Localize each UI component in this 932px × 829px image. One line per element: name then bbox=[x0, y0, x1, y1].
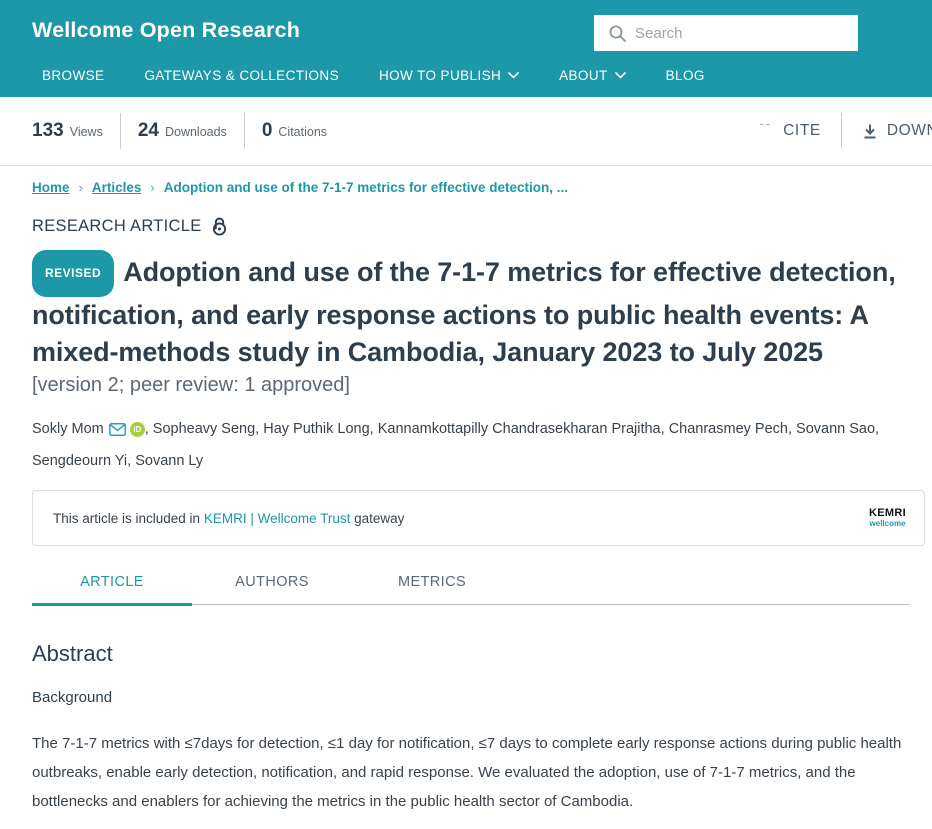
divider bbox=[840, 113, 842, 149]
author-link[interactable]: Chanrasmey Pech bbox=[668, 421, 788, 437]
views-metric: 133 Views bbox=[32, 120, 103, 142]
downloads-label: Downloads bbox=[164, 125, 227, 139]
gateway-link[interactable]: KEMRI | Wellcome Trust bbox=[203, 510, 351, 526]
breadcrumb-articles-link[interactable]: Articles bbox=[91, 180, 142, 195]
search-box bbox=[594, 15, 858, 51]
article-type-label: RESEARCH ARTICLE bbox=[32, 217, 202, 235]
article-title-block: REVISED Adoption and use of the 7-1-7 met… bbox=[32, 250, 932, 371]
nav-item-about[interactable]: ABOUT bbox=[559, 68, 626, 83]
nav-item-browse[interactable]: BROWSE bbox=[42, 68, 104, 83]
download-icon bbox=[864, 124, 876, 138]
tab-authors[interactable]: AUTHORS bbox=[235, 574, 309, 590]
author-separator: , bbox=[127, 453, 136, 469]
authors-list: Sokly Mom iD, Sopheavy Seng, Hay Puthik L… bbox=[32, 413, 927, 477]
abstract-subheading: Background bbox=[32, 689, 113, 706]
gateway-text: This article is included in KEMRI | Well… bbox=[53, 511, 869, 526]
nav-label: HOW TO PUBLISH bbox=[379, 68, 502, 83]
author-link[interactable]: Sovann Sao bbox=[796, 421, 876, 437]
nav-label: GATEWAYS & COLLECTIONS bbox=[144, 68, 339, 83]
quote-icon: “ bbox=[758, 124, 774, 138]
metrics-bar: 133 Views 24 Downloads 0 Citations “ CIT… bbox=[0, 97, 932, 166]
author-link[interactable]: Sovann Ly bbox=[135, 453, 204, 469]
nav-item-gateways-collections[interactable]: GATEWAYS & COLLECTIONS bbox=[144, 68, 339, 83]
search-icon bbox=[609, 25, 626, 42]
author-separator: , bbox=[369, 421, 378, 437]
nav-label: BROWSE bbox=[42, 68, 105, 83]
email-icon[interactable] bbox=[108, 423, 126, 436]
author-link[interactable]: Kannamkottapilly Chandrasekharan Prajith… bbox=[377, 421, 661, 437]
chevron-down-icon bbox=[614, 72, 626, 79]
search-input[interactable] bbox=[635, 24, 848, 42]
downloads-metric: 24 Downloads bbox=[138, 120, 227, 142]
citations-label: Citations bbox=[278, 125, 328, 139]
citations-count: 0 bbox=[261, 120, 273, 141]
breadcrumb-separator: › bbox=[78, 180, 83, 195]
citations-metric: 0 Citations bbox=[262, 120, 327, 142]
article-title: Adoption and use of the 7-1-7 metrics fo… bbox=[32, 257, 896, 367]
cite-button[interactable]: “ CITE bbox=[758, 122, 821, 140]
views-count: 133 bbox=[32, 120, 64, 141]
views-label: Views bbox=[69, 125, 103, 139]
article-type-row: RESEARCH ARTICLE bbox=[32, 216, 910, 237]
abstract-heading: Abstract bbox=[32, 641, 113, 666]
gateway-box: This article is included in KEMRI | Well… bbox=[32, 490, 925, 546]
wellcome-logo-text: wellcome bbox=[869, 519, 906, 528]
cite-label: CITE bbox=[783, 122, 821, 139]
version-line: [version 2; peer review: 1 approved] bbox=[32, 374, 350, 396]
author-link[interactable]: Hay Puthik Long bbox=[263, 421, 370, 437]
open-access-icon bbox=[212, 217, 226, 236]
main-nav: BROWSE GATEWAYS & COLLECTIONS HOW TO PUB… bbox=[42, 68, 705, 83]
breadcrumb-separator: › bbox=[150, 180, 155, 195]
chevron-down-icon bbox=[508, 72, 519, 79]
article-tabs: ARTICLE AUTHORS METRICS bbox=[32, 565, 910, 606]
author-link[interactable]: Sengdeourn Yi bbox=[32, 453, 128, 469]
tab-metrics[interactable]: METRICS bbox=[397, 574, 467, 590]
divider bbox=[119, 113, 121, 149]
main-content: Home › Articles › Adoption and use of th… bbox=[0, 180, 932, 816]
breadcrumb-current: Adoption and use of the 7-1-7 metrics fo… bbox=[163, 180, 569, 195]
site-header: Wellcome Open Research BROWSE GATEWAYS &… bbox=[0, 0, 932, 97]
revised-badge: REVISED bbox=[32, 250, 115, 297]
article-actions: “ CITE DOWNLOAD bbox=[758, 97, 932, 165]
author-separator: , bbox=[660, 421, 669, 437]
orcid-icon[interactable]: iD bbox=[129, 422, 145, 437]
nav-label: ABOUT bbox=[559, 68, 608, 83]
abstract-paragraph: The 7-1-7 metrics with ≤7days for detect… bbox=[32, 735, 902, 810]
nav-item-how-to-publish[interactable]: HOW TO PUBLISH bbox=[379, 68, 519, 83]
breadcrumb: Home › Articles › Adoption and use of th… bbox=[32, 180, 910, 195]
nav-label: BLOG bbox=[665, 68, 705, 83]
tab-article[interactable]: ARTICLE bbox=[32, 565, 192, 606]
usage-metrics: 133 Views 24 Downloads 0 Citations bbox=[32, 97, 327, 165]
divider bbox=[243, 113, 245, 149]
gateway-prefix: This article is included in bbox=[53, 510, 204, 526]
author-separator: , bbox=[144, 421, 153, 437]
author-link[interactable]: Sopheavy Seng bbox=[152, 421, 256, 437]
kemri-wellcome-logo[interactable]: KEMRI wellcome bbox=[869, 508, 906, 528]
author-separator: , bbox=[875, 421, 880, 437]
breadcrumb-home-link[interactable]: Home bbox=[32, 180, 70, 195]
gateway-suffix: gateway bbox=[350, 510, 405, 526]
nav-item-blog[interactable]: BLOG bbox=[666, 68, 705, 83]
download-button[interactable]: DOWNLOAD bbox=[862, 122, 932, 140]
author-separator: , bbox=[787, 421, 797, 437]
download-label: DOWNLOAD bbox=[886, 122, 932, 139]
kemri-logo-text: KEMRI bbox=[869, 507, 906, 519]
downloads-count: 24 bbox=[137, 120, 159, 141]
site-logo[interactable]: Wellcome Open Research bbox=[32, 18, 301, 42]
author-separator: , bbox=[255, 421, 264, 437]
author-link[interactable]: Sokly Mom iD bbox=[32, 421, 145, 437]
